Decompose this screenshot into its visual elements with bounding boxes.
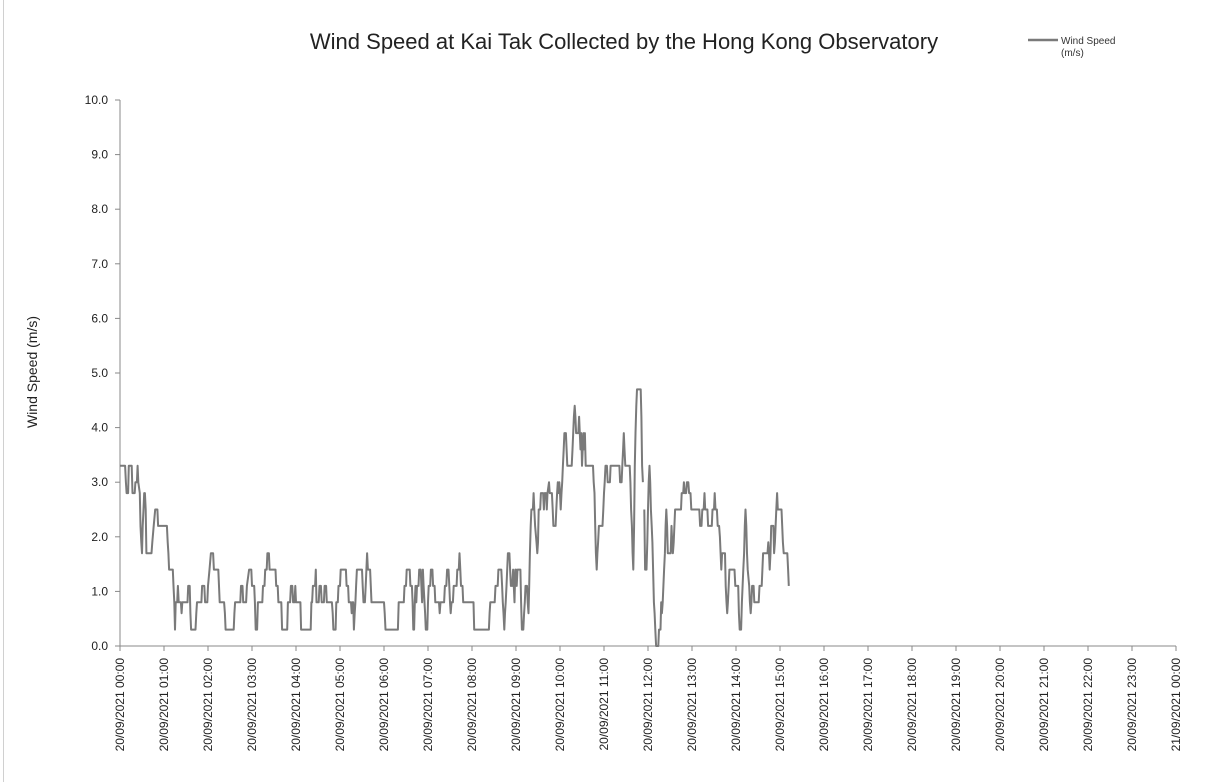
chart-frame-left-edge <box>3 0 4 782</box>
x-tick-label: 20/09/2021 17:00 <box>861 658 875 752</box>
y-tick-label: 0.0 <box>91 639 108 653</box>
y-tick-label: 6.0 <box>91 311 108 325</box>
x-tick-label: 20/09/2021 15:00 <box>773 658 787 752</box>
y-tick-label: 4.0 <box>91 421 108 435</box>
y-tick-label: 2.0 <box>91 530 108 544</box>
x-tick-label: 20/09/2021 19:00 <box>949 658 963 752</box>
series-line <box>643 464 790 647</box>
x-tick-label: 20/09/2021 16:00 <box>817 658 831 752</box>
x-tick-label: 20/09/2021 18:00 <box>905 658 919 752</box>
x-tick-label: 20/09/2021 00:00 <box>113 658 127 752</box>
x-tick-label: 20/09/2021 03:00 <box>245 658 259 752</box>
y-axis-label: Wind Speed (m/s) <box>24 316 40 428</box>
y-tick-label: 3.0 <box>91 475 108 489</box>
y-axis-ticks: 0.0 1.0 2.0 3.0 4.0 5.0 6.0 7.0 8.0 9.0 10.0 <box>85 93 120 653</box>
series-lines <box>120 388 790 647</box>
x-tick-label: 20/09/2021 05:00 <box>333 658 347 752</box>
legend-label: Wind Speed (m/s) <box>1061 36 1115 59</box>
x-tick-label: 20/09/2021 22:00 <box>1081 658 1095 752</box>
x-tick-label: 20/09/2021 02:00 <box>201 658 215 752</box>
y-tick-label: 10.0 <box>85 93 109 107</box>
x-tick-label: 20/09/2021 20:00 <box>993 658 1007 752</box>
x-tick-label: 20/09/2021 23:00 <box>1125 658 1139 752</box>
x-tick-label: 20/09/2021 11:00 <box>597 658 611 751</box>
x-tick-label: 20/09/2021 09:00 <box>509 658 523 752</box>
y-tick-label: 9.0 <box>91 148 108 162</box>
x-tick-label: 20/09/2021 06:00 <box>377 658 391 752</box>
y-tick-label: 5.0 <box>91 366 108 380</box>
x-tick-label: 20/09/2021 04:00 <box>289 658 303 752</box>
legend-label-line: (m/s) <box>1061 48 1084 59</box>
y-tick-label: 7.0 <box>91 257 108 271</box>
x-axis-ticks: 20/09/2021 00:00 20/09/2021 01:00 20/09/20… <box>113 646 1183 751</box>
x-tick-label: 20/09/2021 14:00 <box>729 658 743 752</box>
x-tick-label: 20/09/2021 21:00 <box>1037 658 1051 752</box>
x-tick-label: 20/09/2021 13:00 <box>685 658 699 752</box>
y-tick-label: 1.0 <box>91 584 108 598</box>
x-tick-label: 21/09/2021 00:00 <box>1169 658 1183 752</box>
chart-title: Wind Speed at Kai Tak Collected by the H… <box>310 29 938 54</box>
x-tick-label: 20/09/2021 07:00 <box>421 658 435 752</box>
x-tick-label: 20/09/2021 12:00 <box>641 658 655 752</box>
y-tick-label: 8.0 <box>91 202 108 216</box>
x-tick-label: 20/09/2021 08:00 <box>465 658 479 752</box>
series-line <box>120 388 644 631</box>
legend: Wind Speed (m/s) <box>1028 36 1115 59</box>
x-tick-label: 20/09/2021 01:00 <box>157 658 171 752</box>
legend-label-line: Wind Speed <box>1061 36 1115 47</box>
x-tick-label: 20/09/2021 10:00 <box>553 658 567 752</box>
